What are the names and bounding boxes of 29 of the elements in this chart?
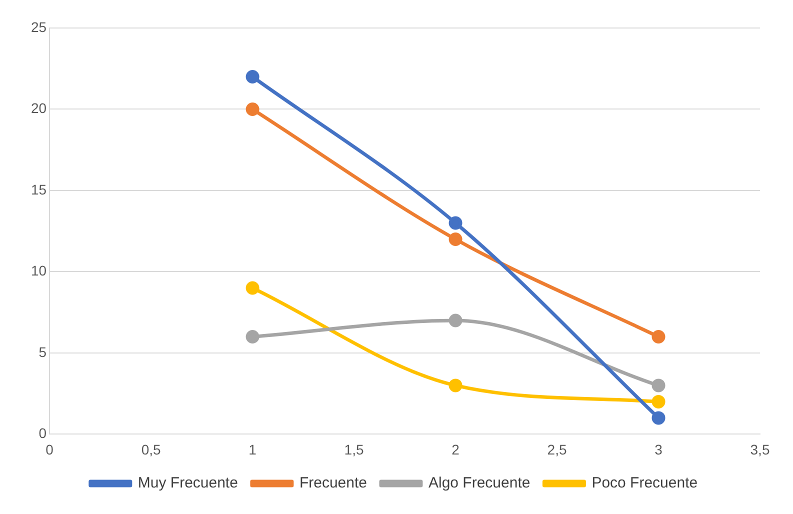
y-tick-label: 10 bbox=[30, 262, 47, 279]
legend-label: Frecuente bbox=[299, 474, 367, 492]
point bbox=[448, 314, 462, 328]
point bbox=[448, 232, 462, 246]
point bbox=[652, 378, 666, 392]
legend-label: Poco Frecuente bbox=[592, 474, 698, 492]
point bbox=[246, 330, 260, 344]
point bbox=[448, 216, 462, 230]
y-tick-label: 0 bbox=[38, 425, 47, 442]
x-tick-label: 1,5 bbox=[344, 441, 364, 458]
y-tick-label: 25 bbox=[30, 18, 47, 35]
point bbox=[652, 411, 666, 425]
x-tick-label: 2 bbox=[452, 441, 460, 458]
y-tick-label: 20 bbox=[30, 100, 47, 116]
point bbox=[448, 378, 462, 392]
x-tick-label: 3 bbox=[654, 441, 663, 458]
point bbox=[652, 394, 666, 408]
legend-label: Algo Frecuente bbox=[428, 474, 530, 492]
point bbox=[246, 281, 260, 295]
x-tick-label: 0,5 bbox=[141, 441, 162, 458]
legend-label: Muy Frecuente bbox=[138, 474, 238, 492]
x-tick-label: 3,5 bbox=[750, 441, 770, 458]
point bbox=[246, 70, 260, 84]
point bbox=[246, 102, 260, 116]
x-tick-label: 1 bbox=[248, 441, 257, 458]
point bbox=[652, 330, 666, 344]
y-tick-label: 15 bbox=[30, 181, 47, 198]
x-tick-label: 2,5 bbox=[547, 441, 567, 458]
y-tick-label: 5 bbox=[38, 344, 47, 360]
